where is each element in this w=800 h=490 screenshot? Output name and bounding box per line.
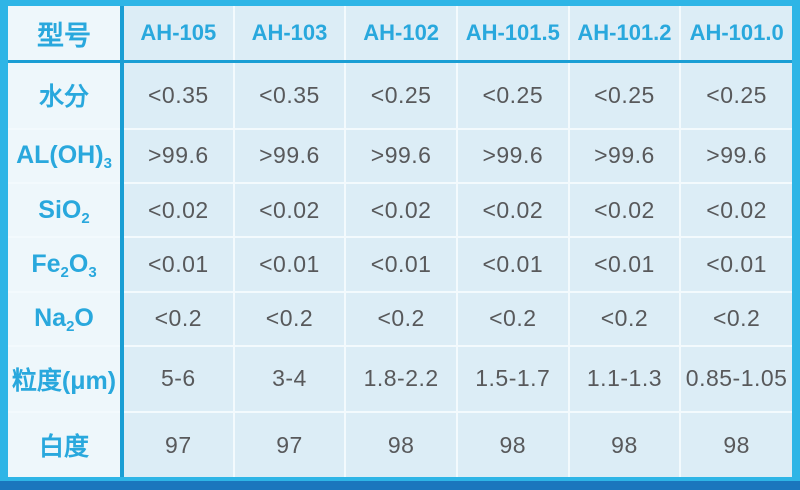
cell-na2o-ah-101.5: <0.2 (455, 290, 570, 347)
subscript: 2 (60, 263, 69, 281)
column-header-ah-103: AH-103 (232, 6, 347, 63)
cell-particle-size-ah-101.2: 1.1-1.3 (567, 344, 682, 414)
column-header-ah-101.5: AH-101.5 (455, 6, 570, 63)
column-header-ah-102: AH-102 (344, 6, 458, 63)
cell-na2o-ah-101.2: <0.2 (567, 290, 682, 347)
subscript: 3 (103, 155, 112, 173)
cell-fe2o3-ah-101.0: <0.01 (679, 236, 792, 293)
cell-na2o-ah-103: <0.2 (232, 290, 347, 347)
cell-fe2o3-ah-101.2: <0.01 (567, 236, 682, 293)
cell-fe2o3-ah-103: <0.01 (232, 236, 347, 293)
column-header-ah-101.2: AH-101.2 (567, 6, 682, 63)
subscript: 3 (88, 263, 97, 281)
label-text: 水分 (38, 83, 89, 112)
label-text: Na (34, 304, 67, 333)
cell-na2o-ah-101.0: <0.2 (679, 290, 792, 347)
cell-al-oh-3-ah-101.5: >99.6 (455, 127, 570, 185)
label-text: AL(OH) (16, 141, 104, 170)
table-row-na2o: Na2O <0.2 <0.2 <0.2 <0.2 <0.2 <0.2 (8, 290, 792, 347)
cell-sio2-ah-101.2: <0.02 (567, 182, 682, 239)
table-row-sio2: SiO2 <0.02 <0.02 <0.02 <0.02 <0.02 <0.02 (8, 182, 792, 239)
header-row: 型号 AH-105 AH-103 AH-102 AH-101.5 AH-101.2 AH-… (8, 6, 792, 63)
cell-fe2o3-ah-105: <0.01 (121, 236, 235, 293)
spec-table-header: 型号 AH-105 AH-103 AH-102 AH-101.5 AH-101.2 AH-… (8, 6, 792, 63)
cell-sio2-ah-103: <0.02 (232, 182, 347, 239)
label-text: 白度 (38, 433, 89, 462)
column-header-ah-101.0: AH-101.0 (679, 6, 792, 63)
cell-al-oh-3-ah-102: >99.6 (344, 127, 458, 185)
cell-al-oh-3-ah-103: >99.6 (232, 127, 347, 185)
label-text: SiO (38, 195, 82, 224)
row-label-moisture: 水分 (8, 60, 124, 130)
cell-particle-size-ah-103: 3-4 (232, 344, 347, 414)
corner-header-model: 型号 (8, 6, 124, 63)
spec-table-body: 水分 <0.35 <0.35 <0.25 <0.25 <0.25 <0.25 AL(OH)3 >… (8, 60, 792, 477)
label-text: 粒度(μm) (11, 366, 117, 395)
cell-moisture-ah-102: <0.25 (344, 60, 458, 130)
cell-sio2-ah-101.5: <0.02 (455, 182, 570, 239)
cell-al-oh-3-ah-101.0: >99.6 (679, 127, 792, 185)
cell-whiteness-ah-103: 97 (232, 411, 347, 477)
cell-moisture-ah-101.2: <0.25 (567, 60, 682, 130)
cell-particle-size-ah-105: 5-6 (121, 344, 235, 414)
cell-whiteness-ah-101.0: 98 (679, 411, 792, 477)
cell-whiteness-ah-101.2: 98 (567, 411, 682, 477)
row-label-whiteness: 白度 (8, 411, 124, 477)
cell-fe2o3-ah-102: <0.01 (344, 236, 458, 293)
bottom-accent-bar (0, 481, 800, 490)
cell-al-oh-3-ah-105: >99.6 (121, 127, 235, 185)
label-text: Fe (31, 249, 61, 278)
label-text: O (68, 249, 89, 278)
row-label-sio2: SiO2 (8, 182, 124, 239)
cell-sio2-ah-102: <0.02 (344, 182, 458, 239)
cell-sio2-ah-105: <0.02 (121, 182, 235, 239)
cell-na2o-ah-105: <0.2 (121, 290, 235, 347)
subscript: 2 (81, 209, 90, 227)
table-row-moisture: 水分 <0.35 <0.35 <0.25 <0.25 <0.25 <0.25 (8, 60, 792, 130)
cell-al-oh-3-ah-101.2: >99.6 (567, 127, 682, 185)
subscript: 2 (66, 318, 75, 336)
cell-na2o-ah-102: <0.2 (344, 290, 458, 347)
cell-moisture-ah-101.5: <0.25 (455, 60, 570, 130)
table-row-whiteness: 白度 97 97 98 98 98 98 (8, 411, 792, 477)
column-header-ah-105: AH-105 (121, 6, 235, 63)
cell-moisture-ah-105: <0.35 (121, 60, 235, 130)
row-label-particle-size: 粒度(μm) (8, 344, 124, 414)
cell-particle-size-ah-102: 1.8-2.2 (344, 344, 458, 414)
cell-fe2o3-ah-101.5: <0.01 (455, 236, 570, 293)
cell-moisture-ah-101.0: <0.25 (679, 60, 792, 130)
cell-whiteness-ah-105: 97 (121, 411, 235, 477)
spec-table: 型号 AH-105 AH-103 AH-102 AH-101.5 AH-101.2 AH-… (8, 6, 792, 477)
table-row-particle-size: 粒度(μm) 5-6 3-4 1.8-2.2 1.5-1.7 1.1-1.3 0.85-1.… (8, 344, 792, 414)
cell-particle-size-ah-101.0: 0.85-1.05 (679, 344, 792, 414)
cell-particle-size-ah-101.5: 1.5-1.7 (455, 344, 570, 414)
table-row-al-oh-3: AL(OH)3 >99.6 >99.6 >99.6 >99.6 >99.6 >99.6 (8, 127, 792, 185)
table-row-fe2o3: Fe2O3 <0.01 <0.01 <0.01 <0.01 <0.01 <0.01 (8, 236, 792, 293)
cell-sio2-ah-101.0: <0.02 (679, 182, 792, 239)
row-label-na2o: Na2O (8, 290, 124, 347)
label-text: O (74, 304, 94, 333)
cell-whiteness-ah-101.5: 98 (455, 411, 570, 477)
cell-whiteness-ah-102: 98 (344, 411, 458, 477)
row-label-fe2o3: Fe2O3 (8, 236, 124, 293)
cell-moisture-ah-103: <0.35 (232, 60, 347, 130)
row-label-al-oh-3: AL(OH)3 (8, 127, 124, 185)
